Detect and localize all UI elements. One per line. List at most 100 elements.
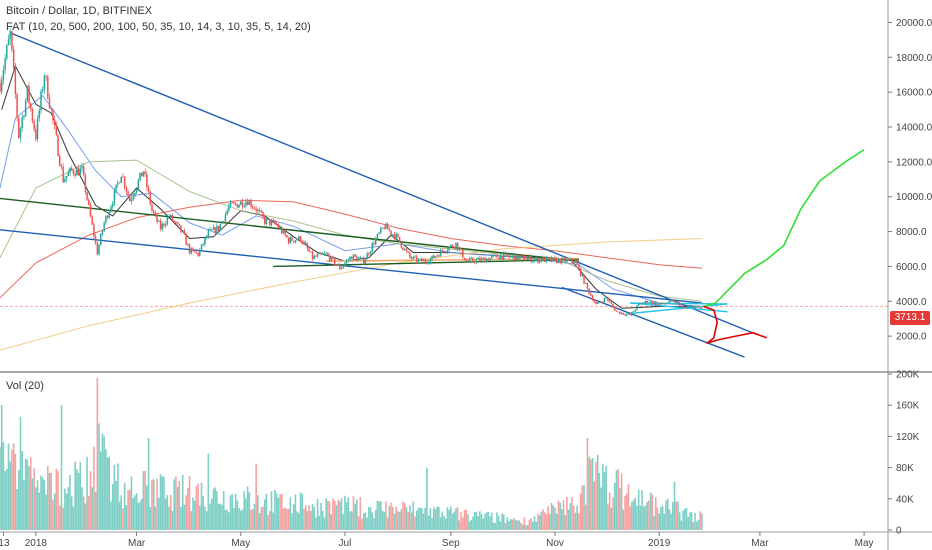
candle-17 (28, 85, 30, 104)
volume-bar-78 (132, 498, 134, 530)
candle-198 (337, 264, 339, 266)
candle-58 (98, 245, 100, 255)
candle-378 (644, 300, 647, 303)
candle-363 (619, 311, 621, 314)
volume-bar-15 (24, 458, 27, 530)
candle-399 (680, 306, 683, 308)
volume-bar-310 (528, 519, 531, 530)
candle-313 (533, 259, 536, 261)
candle-84 (142, 171, 145, 177)
moving-averages (0, 64, 702, 351)
volume-bar-206 (350, 511, 353, 530)
candle-271 (462, 249, 464, 258)
volume-tick-label-2: 80K (896, 463, 914, 474)
volume-bar-325 (554, 507, 556, 530)
trend-line-9 (630, 302, 728, 313)
candle-19 (31, 109, 34, 122)
candle-216 (368, 253, 370, 255)
volume-bar-315 (537, 513, 539, 530)
candle-94 (159, 220, 162, 230)
candle-361 (615, 310, 618, 312)
candle-109 (185, 234, 187, 245)
time-tick-label-9: May (855, 538, 874, 549)
candle-195 (332, 256, 334, 259)
candle-185 (315, 255, 317, 257)
volume-bar-10 (16, 488, 18, 530)
volume-bar-192 (327, 500, 329, 530)
volume-bar-236 (402, 501, 404, 530)
volume-bar-164 (279, 494, 281, 530)
candle-162 (275, 223, 278, 225)
trend-line-1 (9, 32, 757, 336)
candle-249 (424, 259, 426, 262)
candle-292 (497, 257, 500, 260)
candle-279 (475, 259, 478, 263)
candle-107 (181, 230, 184, 232)
candle-113 (192, 248, 194, 251)
candle-293 (499, 255, 502, 260)
volume-bar-155 (263, 499, 266, 530)
candle-104 (176, 221, 179, 224)
candle-124 (211, 229, 213, 231)
candle-280 (477, 257, 479, 260)
volume-bar-321 (547, 506, 549, 530)
candle-171 (291, 237, 293, 241)
candle-96 (163, 223, 165, 226)
volume-bar-357 (608, 492, 611, 530)
candle-148 (251, 206, 254, 208)
candle-155 (263, 216, 266, 224)
volume-bar-276 (470, 519, 473, 530)
candle-388 (661, 302, 664, 305)
volume-bar-411 (701, 513, 703, 530)
candle-127 (216, 226, 218, 234)
volume-bar-381 (649, 492, 652, 530)
candle-52 (88, 199, 90, 205)
volume-tick-label-1: 40K (896, 494, 914, 505)
candle-193 (328, 255, 331, 261)
candle-50 (84, 175, 87, 192)
candle-2 (2, 70, 5, 81)
volume-bar-30 (50, 472, 53, 530)
candle-35 (59, 156, 61, 166)
moving-average-5 (0, 238, 702, 351)
volume-bar-233 (397, 511, 399, 530)
volume-bar-409 (697, 519, 700, 530)
candle-180 (306, 244, 309, 249)
volume-bar-123 (209, 503, 211, 530)
candle-103 (175, 221, 177, 223)
volume-bar-229 (390, 502, 392, 530)
volume-bar-8 (12, 443, 15, 530)
candle-62 (105, 216, 107, 223)
volume-bar-70 (118, 501, 121, 530)
volume-bar-118 (200, 482, 203, 530)
candle-370 (631, 311, 633, 316)
candle-258 (439, 249, 442, 257)
volume-bar-398 (678, 512, 681, 530)
volume-bar-142 (241, 509, 244, 530)
candle-409 (697, 306, 700, 308)
candle-311 (530, 256, 532, 263)
candle-164 (279, 227, 281, 229)
candle-26 (43, 75, 46, 90)
volume-bar-43 (72, 506, 75, 530)
volume-bar-250 (426, 467, 428, 530)
candle-128 (217, 226, 220, 231)
volume-bar-150 (255, 463, 257, 530)
volume-bar-341 (581, 485, 584, 530)
candle-129 (219, 224, 222, 231)
volume-bar-26 (43, 480, 46, 530)
projection-down (703, 305, 768, 344)
volume-bar-41 (69, 474, 71, 530)
volume-bar-103 (175, 476, 177, 530)
candle-86 (146, 174, 148, 188)
volume-bar-406 (692, 522, 695, 530)
moving-average-2 (0, 94, 702, 307)
volume-bar-313 (533, 516, 536, 530)
candle-357 (608, 300, 611, 302)
moving-average-3 (0, 159, 702, 302)
volume-bar-107 (181, 474, 184, 530)
candle-159 (270, 220, 273, 226)
candle-301 (513, 255, 515, 261)
time-tick-label-8: Mar (751, 538, 769, 549)
candle-73 (123, 176, 126, 188)
